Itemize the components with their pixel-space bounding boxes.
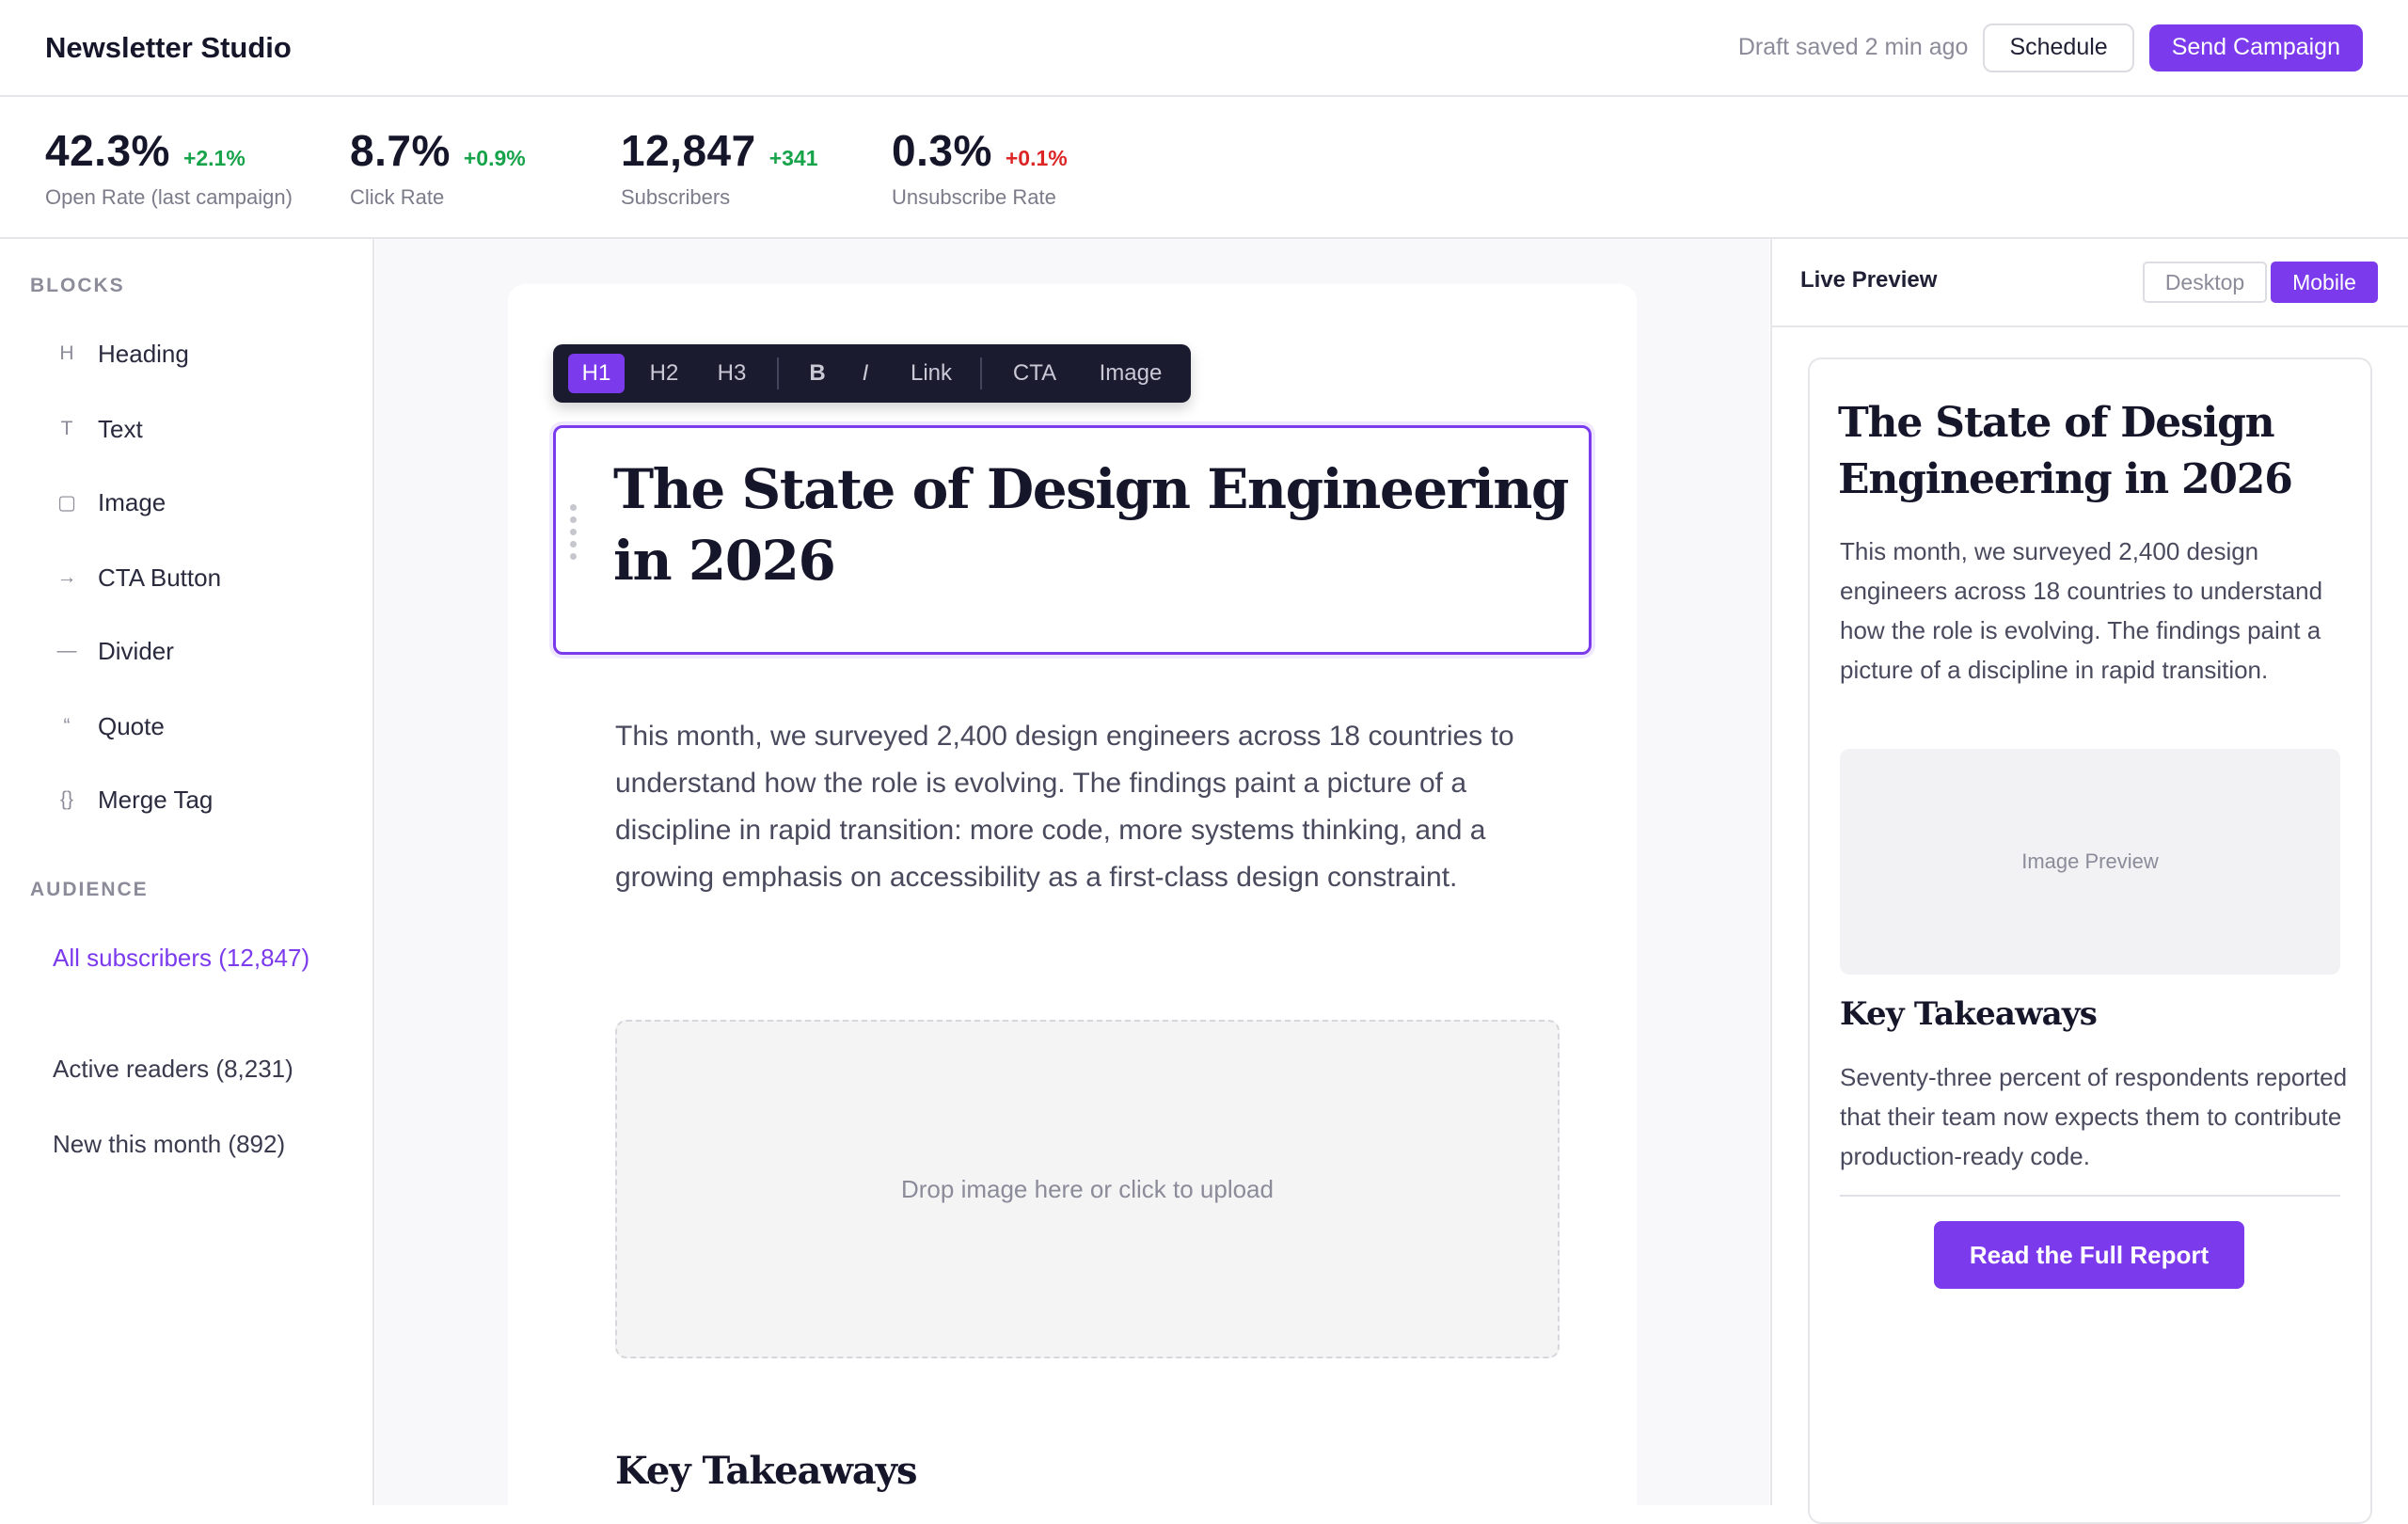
block-divider[interactable]: — Divider bbox=[53, 632, 174, 670]
drop-zone-label: Drop image here or click to upload bbox=[901, 1174, 1274, 1203]
block-heading[interactable]: H Heading bbox=[53, 335, 189, 373]
divider-icon: — bbox=[56, 640, 77, 661]
block-label: Heading bbox=[98, 339, 189, 368]
block-merge-tag[interactable]: {} Merge Tag bbox=[53, 781, 213, 818]
preview-divider bbox=[1840, 1195, 2340, 1197]
desktop-toggle[interactable]: Desktop bbox=[2143, 262, 2267, 303]
arrow-right-icon: → bbox=[56, 566, 77, 588]
block-label: Merge Tag bbox=[98, 785, 214, 814]
stat-value: 42.3% bbox=[45, 126, 170, 175]
stat-delta: +0.1% bbox=[1005, 146, 1068, 170]
audience-section-title: AUDIENCE bbox=[30, 879, 149, 900]
preview-cta-button[interactable]: Read the Full Report bbox=[1934, 1221, 2244, 1289]
drag-handle-icon[interactable] bbox=[570, 504, 578, 565]
block-cta-button[interactable]: → CTA Button bbox=[53, 559, 222, 596]
preview-image-placeholder: Image Preview bbox=[1840, 749, 2340, 975]
sidebar: BLOCKS H Heading T Text ▢ Image → CTA Bu… bbox=[0, 239, 374, 1505]
h1-button[interactable]: H1 bbox=[568, 354, 625, 393]
cta-button[interactable]: CTA bbox=[1012, 360, 1057, 386]
block-image[interactable]: ▢ Image bbox=[53, 484, 166, 521]
audience-new-this-month[interactable]: New this month (892) bbox=[53, 1130, 286, 1158]
schedule-button[interactable]: Schedule bbox=[1983, 23, 2134, 72]
stat-value: 0.3% bbox=[892, 126, 992, 175]
stat-label: Subscribers bbox=[621, 185, 731, 209]
stat-value: 12,847 bbox=[621, 126, 756, 175]
block-quote[interactable]: “ Quote bbox=[53, 707, 165, 745]
stat-value: 8.7% bbox=[350, 126, 451, 175]
preview-image-label: Image Preview bbox=[2021, 849, 2159, 873]
stat-label: Open Rate (last campaign) bbox=[45, 185, 293, 209]
link-button[interactable]: Link bbox=[910, 360, 953, 386]
audience-all-subscribers[interactable]: All subscribers (12,847) bbox=[53, 944, 310, 972]
stat-label: Click Rate bbox=[350, 185, 445, 209]
stats-bar: 42.3% +2.1% Open Rate (last campaign) 8.… bbox=[0, 97, 2408, 239]
h2-button[interactable]: H2 bbox=[649, 360, 679, 386]
block-label: Quote bbox=[98, 711, 165, 740]
block-label: Text bbox=[98, 414, 143, 443]
block-label: Divider bbox=[98, 636, 174, 665]
text-icon: T bbox=[60, 418, 73, 439]
stat-open-rate: 42.3% +2.1% Open Rate (last campaign) bbox=[45, 125, 293, 210]
image-button[interactable]: Image bbox=[1099, 360, 1163, 386]
image-drop-zone[interactable]: Drop image here or click to upload bbox=[615, 1020, 1560, 1358]
braces-icon: {} bbox=[59, 788, 74, 810]
preview-section-body: Seventy-three percent of respondents rep… bbox=[1840, 1063, 2348, 1170]
stat-delta: +341 bbox=[768, 146, 818, 170]
preview-intro: This month, we surveyed 2,400 design eng… bbox=[1840, 537, 2323, 684]
mobile-toggle[interactable]: Mobile bbox=[2271, 262, 2378, 303]
blocks-section-title: BLOCKS bbox=[30, 275, 125, 296]
stat-click-rate: 8.7% +0.9% Click Rate bbox=[350, 125, 526, 210]
stat-delta: +2.1% bbox=[182, 146, 246, 170]
toolbar-separator bbox=[777, 357, 779, 389]
top-bar: Newsletter Studio Draft saved 2 min ago … bbox=[0, 0, 2408, 97]
toolbar-separator bbox=[980, 357, 982, 389]
stat-subscribers: 12,847 +341 Subscribers bbox=[621, 125, 818, 210]
image-icon: ▢ bbox=[57, 491, 76, 514]
preview-title: Live Preview bbox=[1800, 267, 1938, 293]
block-label: Image bbox=[98, 487, 166, 516]
stat-label: Unsubscribe Rate bbox=[892, 185, 1056, 209]
send-campaign-button[interactable]: Send Campaign bbox=[2148, 24, 2363, 71]
email-title[interactable]: The State of Design Engineering in 2026 bbox=[613, 457, 1569, 593]
bold-button[interactable]: B bbox=[809, 360, 826, 386]
header-actions: Draft saved 2 min ago Schedule Send Camp… bbox=[1737, 23, 2363, 72]
section-heading[interactable]: Key Takeaways bbox=[615, 1449, 918, 1493]
selected-heading-block[interactable] bbox=[553, 425, 1592, 655]
quote-icon: “ bbox=[63, 715, 71, 737]
stat-unsubscribe-rate: 0.3% +0.1% Unsubscribe Rate bbox=[892, 125, 1068, 210]
heading-icon: H bbox=[59, 342, 74, 364]
block-text[interactable]: T Text bbox=[53, 410, 143, 448]
audience-active-readers[interactable]: Active readers (8,231) bbox=[53, 1055, 293, 1083]
app-title: Newsletter Studio bbox=[45, 30, 292, 64]
italic-button[interactable]: I bbox=[862, 360, 869, 386]
preview-header bbox=[1770, 239, 2408, 327]
preview-section-heading: Key Takeaways bbox=[1840, 995, 2098, 1033]
format-toolbar: H1 H2 H3 B I Link CTA Image bbox=[553, 344, 1191, 403]
block-label: CTA Button bbox=[98, 563, 222, 592]
stat-delta: +0.9% bbox=[463, 146, 526, 170]
h3-button[interactable]: H3 bbox=[717, 360, 747, 386]
intro-paragraph[interactable]: This month, we surveyed 2,400 design eng… bbox=[615, 721, 1514, 893]
preview-heading: The State of Design Engineering in 2026 bbox=[1838, 399, 2293, 503]
draft-status: Draft saved 2 min ago bbox=[1737, 34, 1969, 60]
